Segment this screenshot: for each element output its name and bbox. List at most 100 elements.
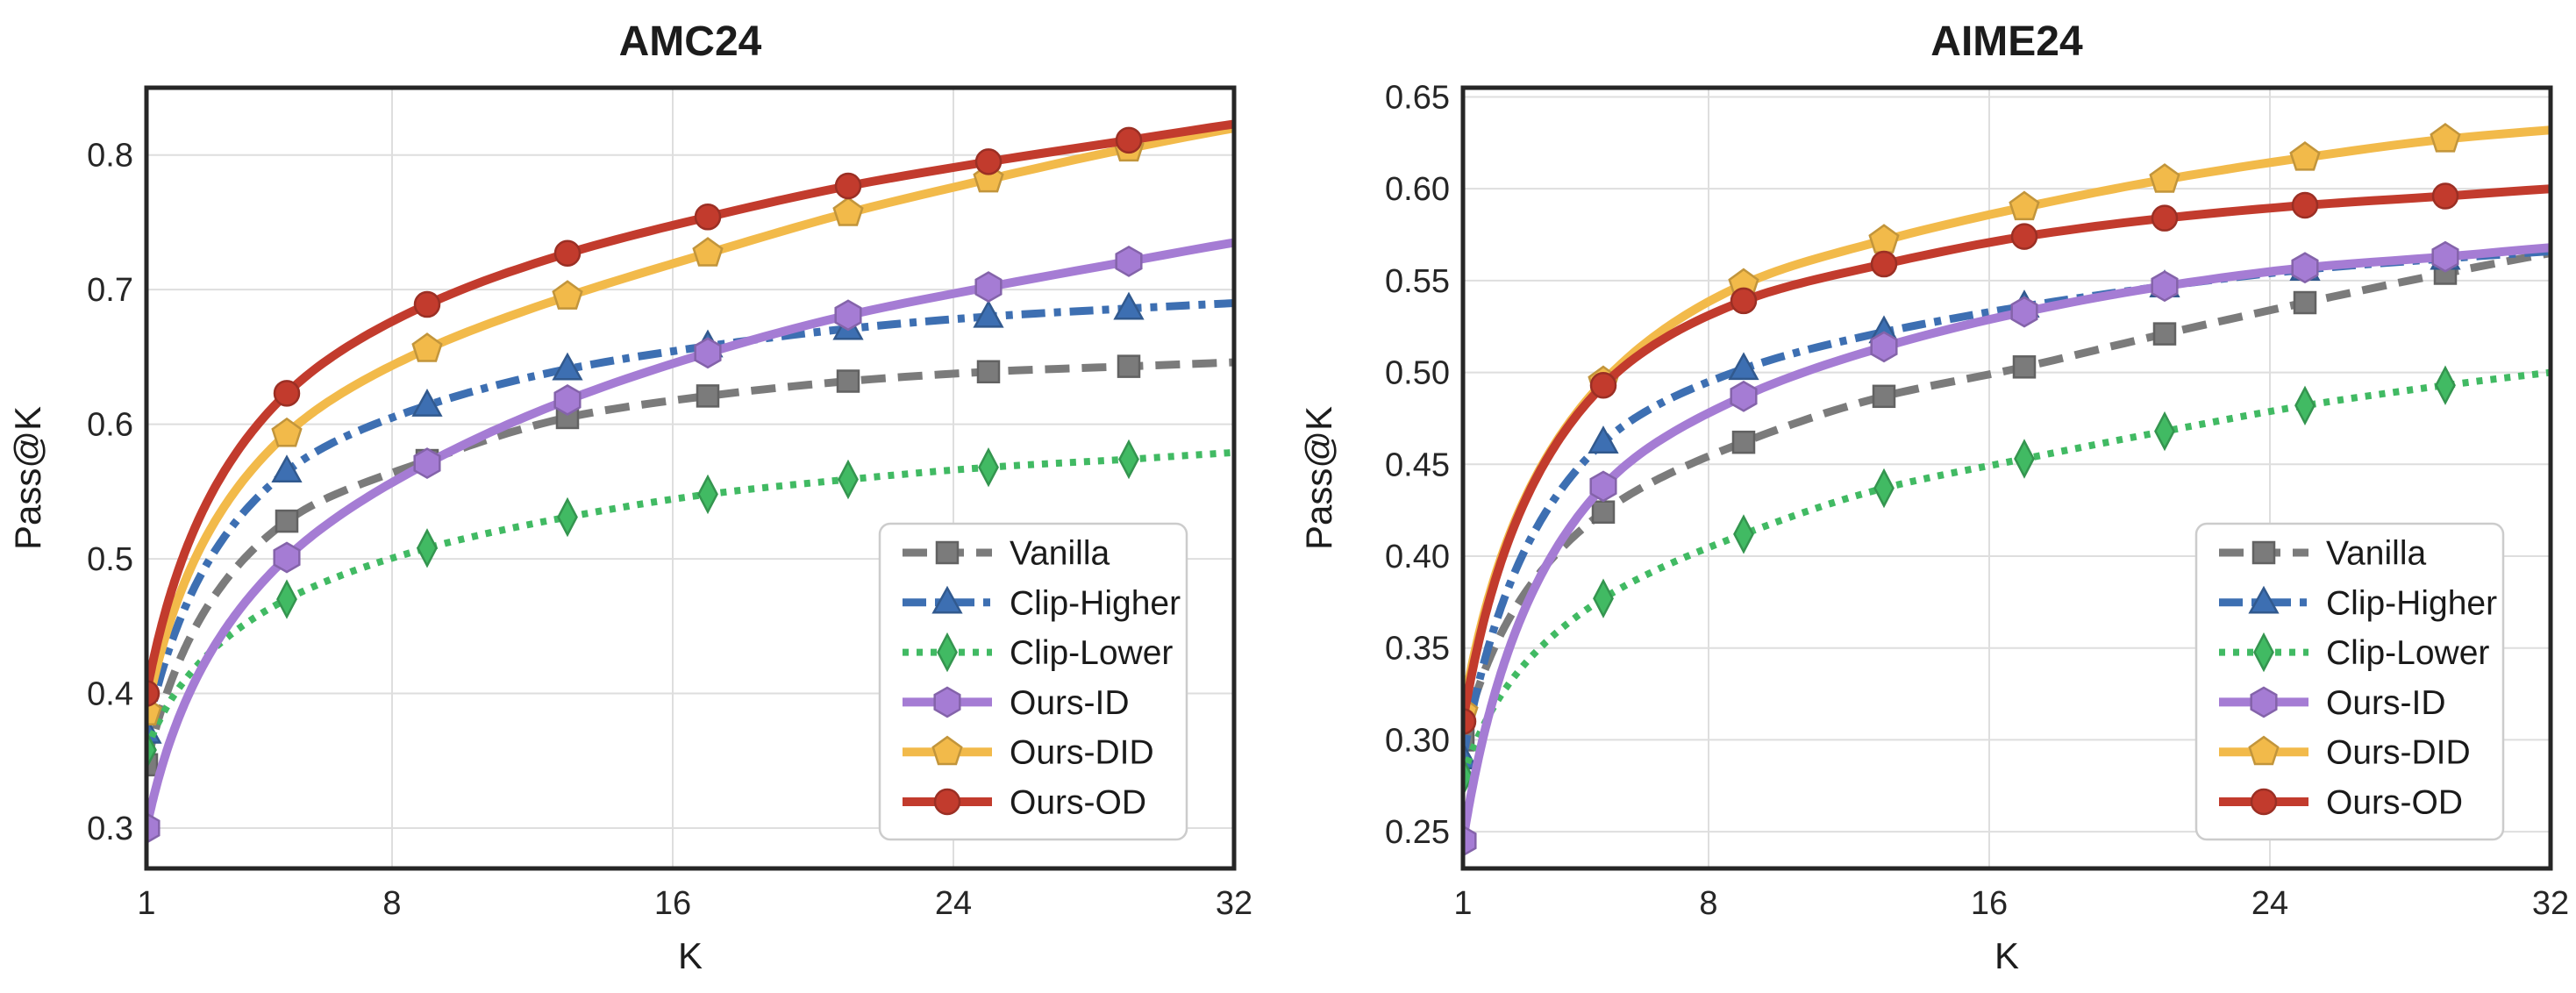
marker-ours-od [834,172,862,200]
y-tick-label: 0.45 [1385,446,1450,483]
y-tick-label: 0.55 [1385,263,1450,300]
series-line-ours-od [146,119,1234,695]
marker-vanilla [2152,322,2177,346]
marker-ours-did [1868,224,1900,254]
legend: Vanilla Clip-Higher Clip-Lower Ours-ID Ours-… [878,522,1188,841]
marker-vanilla [2293,290,2317,315]
legend-marker-clip-higher [931,585,963,614]
marker-ours-od [974,148,1003,175]
marker-ours-od [413,290,441,318]
y-tick-label: 0.60 [1385,171,1450,208]
x-tick-label: 24 [935,885,972,922]
marker-ours-id [2151,270,2179,303]
marker-vanilla [1591,500,1616,524]
marker-clip-lower [1118,439,1139,480]
y-tick-label: 0.65 [1385,79,1450,116]
y-tick-label: 0.6 [87,407,133,444]
marker-ours-id [974,271,1003,304]
chart-title: AMC24 [619,18,762,65]
legend-item-ours-id: Ours-ID [903,684,1130,722]
marker-clip-higher [973,299,1004,328]
x-axis-label: K [1994,935,2019,976]
legend-marker-ours-id [933,686,961,718]
legend-label-clip-lower: Clip-Lower [1010,634,1173,672]
y-tick-label: 0.25 [1385,814,1450,851]
marker-ours-od [273,380,301,407]
marker-clip-lower [1593,578,1614,618]
series-group [1463,123,2551,857]
x-tick-label: 8 [1699,885,1717,922]
marker-ours-od [1589,371,1617,399]
series-line-ours-id [146,238,1234,830]
marker-ours-od [553,239,582,267]
marker-ours-did [2149,163,2180,193]
marker-ours-id [694,337,722,369]
legend-label-vanilla: Vanilla [1010,535,1110,573]
legend-marker-ours-id [2250,686,2278,718]
legend: Vanilla Clip-Higher Clip-Lower Ours-ID Ours-… [2194,522,2505,841]
marker-clip-lower [276,579,297,619]
plot-aime24-svg: 1 8 16 24 32 0.25 0.30 0.35 0.40 0.45 0.50 0.55 0.60… [1298,18,2569,976]
marker-ours-id [273,541,301,574]
marker-clip-higher [1588,425,1619,454]
marker-ours-did [411,332,443,362]
marker-clip-higher [411,389,443,417]
y-tick-label: 0.40 [1385,539,1450,575]
marker-ours-id [1589,470,1617,503]
marker-ours-id [413,447,441,480]
series-markers-clip-lower [1463,365,2456,797]
marker-ours-od [1463,708,1477,735]
marker-ours-did [271,417,303,447]
marker-ours-id [553,384,582,416]
series-group [146,119,1234,844]
legend-marker-ours-did [931,735,963,766]
plot-amc24-svg: 1 8 16 24 32 0.3 0.4 0.5 0.6 0.7 0.8 Vanilla Clip-Hi… [7,18,1252,976]
x-tick-label: 24 [2251,885,2288,922]
x-tick-label: 32 [1216,885,1252,922]
legend-item-ours-od: Ours-OD [903,784,1146,822]
y-axis-label: Pass@K [1298,406,1339,550]
series-line-vanilla [1463,249,2551,741]
y-tick-label: 0.8 [87,138,133,175]
series-line-ours-id [1463,243,2551,842]
marker-clip-lower [838,459,859,500]
legend-marker-vanilla [935,540,960,565]
marker-clip-lower [146,730,157,770]
marker-vanilla [696,384,720,408]
marker-ours-did [552,280,583,310]
chart-aime24: 1 8 16 24 32 0.25 0.30 0.35 0.40 0.45 0.50 0.55 0.60… [1288,0,2575,993]
marker-clip-higher [552,352,583,381]
marker-ours-did [2430,123,2461,153]
marker-ours-id [2431,240,2459,273]
marker-clip-lower [1733,514,1754,554]
legend-item-ours-did: Ours-DID [2219,734,2471,772]
legend-marker-clip-higher [2248,585,2280,614]
tick-labels: 1 8 16 24 32 0.25 0.30 0.35 0.40 0.45 0.50 0.55 0.60… [1385,79,2569,922]
marker-ours-id [1115,245,1143,277]
marker-clip-higher [271,454,303,483]
marker-vanilla [836,369,860,393]
legend-item-vanilla: Vanilla [2219,535,2426,573]
marker-ours-od [1730,287,1758,315]
legend-item-vanilla: Vanilla [903,535,1110,573]
marker-clip-higher [1113,291,1145,320]
x-tick-label: 16 [654,885,691,922]
legend-label-ours-od: Ours-OD [1010,784,1146,822]
legend-label-ours-did: Ours-DID [1010,734,1154,772]
series-markers-clip-lower [146,439,1139,770]
legend-marker-clip-lower [2253,632,2274,673]
legend-label-clip-higher: Clip-Higher [2326,584,2497,622]
marker-ours-id [834,299,862,332]
marker-ours-did [832,196,864,226]
y-tick-label: 0.50 [1385,355,1450,392]
marker-clip-lower [557,496,578,538]
plot-frame [144,85,1237,871]
marker-ours-od [1115,126,1143,154]
series-line-clip-lower [146,448,1234,752]
legend-label-clip-higher: Clip-Higher [1010,584,1181,622]
y-tick-label: 0.7 [87,272,133,309]
tick-labels: 1 8 16 24 32 0.3 0.4 0.5 0.6 0.7 0.8 [87,138,1252,922]
marker-ours-od [1870,250,1898,278]
marker-ours-did [2289,141,2321,171]
